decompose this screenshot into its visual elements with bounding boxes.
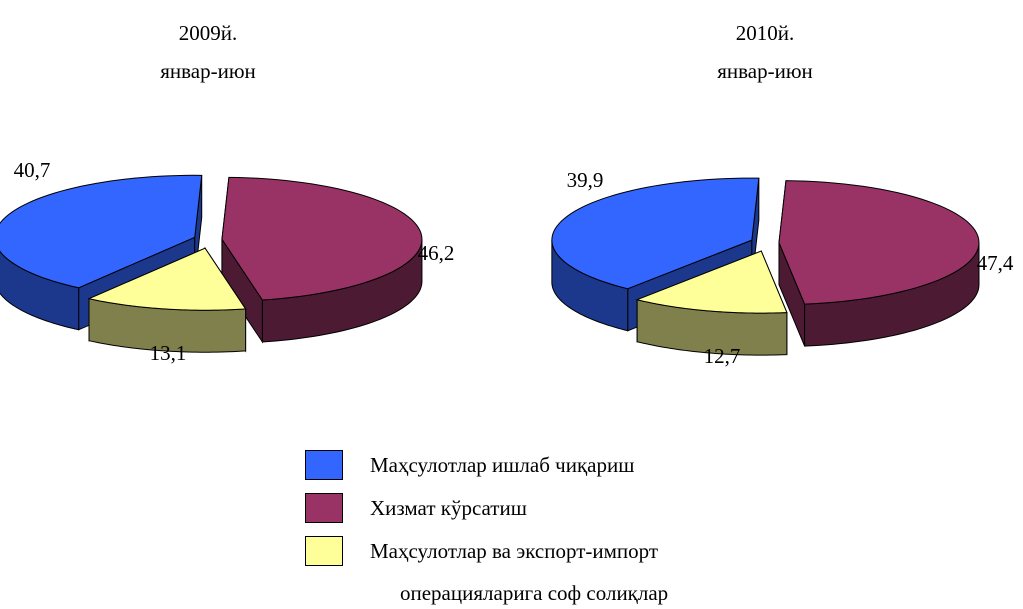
- data-label: 40,7: [14, 158, 51, 182]
- data-label: 13,1: [150, 341, 187, 365]
- slice-top: [635, 250, 788, 314]
- legend-swatch: [305, 450, 343, 480]
- legend-swatch: [305, 536, 343, 566]
- chart-title: 2009й.: [179, 21, 238, 45]
- data-label: 46,2: [418, 241, 455, 265]
- legend-item: Маҳсулотлар ва экспорт-импорт операцияла…: [305, 536, 805, 609]
- pie-slice: [87, 246, 247, 353]
- pie-slice: [221, 176, 423, 344]
- slice-top: [87, 247, 247, 311]
- legend-label: Маҳсулотлар ишлаб чиқариш: [370, 453, 635, 477]
- legend-label: Маҳсулотлар ва экспорт-импорт операцияла…: [370, 539, 669, 605]
- legend-swatch: [305, 493, 343, 523]
- chart-title: 2010й.: [736, 21, 795, 45]
- chart-title: январ-июн: [160, 59, 256, 83]
- slice-top: [221, 176, 423, 301]
- slice-top: [778, 180, 980, 305]
- slice-top: [551, 177, 760, 290]
- pie-slice: [635, 250, 788, 356]
- legend-label: Хизмат кўрсатиш: [370, 496, 527, 520]
- legend-item: Маҳсулотлар ишлаб чиқариш: [305, 450, 805, 486]
- slice-top: [0, 174, 203, 289]
- chart-title: январ-июн: [717, 59, 813, 83]
- data-label: 39,9: [567, 168, 604, 192]
- legend-item: Хизмат кўрсатиш: [305, 493, 805, 529]
- data-label: 12,7: [704, 344, 741, 368]
- data-label: 47,4: [977, 251, 1014, 275]
- pie-slice: [778, 180, 980, 347]
